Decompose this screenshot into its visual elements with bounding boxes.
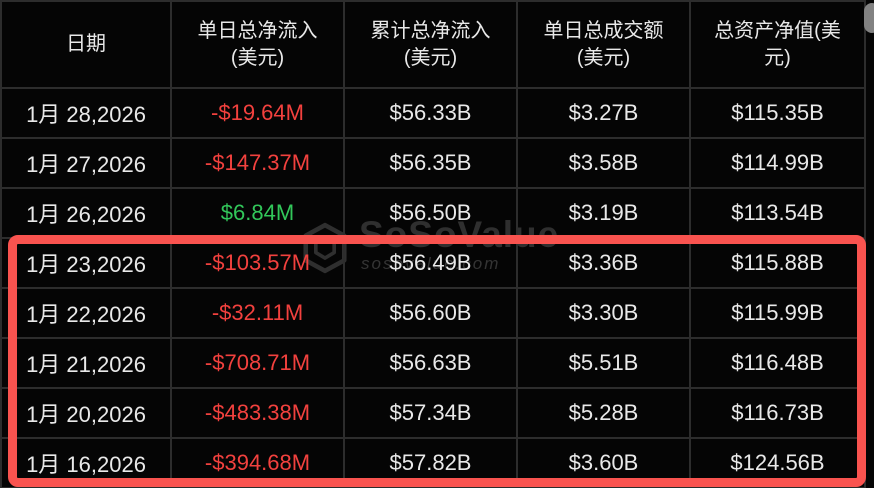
column-header-total-net-assets[interactable]: 总资产净值(美 元) <box>714 19 841 69</box>
total-net-assets-cell: $124.56B <box>730 450 825 475</box>
date-cell: 1月 28,2026 <box>2 89 172 137</box>
daily-net-inflow-cell: -$19.64M <box>172 89 345 137</box>
cumulative-net-inflow-cell: $57.82B <box>345 439 518 487</box>
total-net-assets-cell: $114.99B <box>731 150 824 175</box>
daily-net-inflow-cell: -$103.57M <box>172 239 345 287</box>
daily-volume-cell: $5.51B <box>518 339 691 387</box>
date-cell: 1月 21,2026 <box>2 339 172 387</box>
daily-net-inflow-cell: -$147.37M <box>172 139 345 187</box>
daily-volume-cell: $3.27B <box>518 89 691 137</box>
daily-volume-cell: $5.28B <box>518 389 691 437</box>
cumulative-net-inflow-cell: $56.35B <box>345 139 518 187</box>
date-cell: 1月 23,2026 <box>2 239 172 287</box>
date-cell: 1月 20,2026 <box>2 389 172 437</box>
daily-net-inflow-cell: -$394.68M <box>172 439 345 487</box>
cumulative-net-inflow-cell: $56.49B <box>345 239 518 287</box>
cumulative-net-inflow-cell: $56.33B <box>345 89 518 137</box>
daily-net-inflow-cell: $6.84M <box>172 189 345 237</box>
table-row[interactable]: 1月 28,2026 -$19.64M $56.33B $3.27B $115.… <box>2 89 864 139</box>
date-cell: 1月 26,2026 <box>2 189 172 237</box>
total-net-assets-cell: $116.73B <box>731 400 824 425</box>
table-row[interactable]: 1月 21,2026 -$708.71M $56.63B $5.51B $116… <box>2 339 864 389</box>
cumulative-net-inflow-cell: $57.34B <box>345 389 518 437</box>
daily-volume-cell: $3.36B <box>518 239 691 287</box>
daily-volume-cell: $3.60B <box>518 439 691 487</box>
table-row[interactable]: 1月 16,2026 -$394.68M $57.82B $3.60B $124… <box>2 439 864 488</box>
column-header-daily-volume[interactable]: 单日总成交额 (美元) <box>518 2 691 87</box>
table-row[interactable]: 1月 22,2026 -$32.11M $56.60B $3.30B $115.… <box>2 289 864 339</box>
table-row[interactable]: 1月 20,2026 -$483.38M $57.34B $5.28B $116… <box>2 389 864 439</box>
table-row[interactable]: 1月 23,2026 -$103.57M $56.49B $3.36B $115… <box>2 239 864 289</box>
total-net-assets-cell: $113.54B <box>731 200 824 225</box>
table-body: 1月 28,2026 -$19.64M $56.33B $3.27B $115.… <box>2 89 864 488</box>
table-row[interactable]: 1月 27,2026 -$147.37M $56.35B $3.58B $114… <box>2 139 864 189</box>
table-header-row: 日期 单日总净流入 (美元) 累计总净流入 (美元) 单日总成交额 (美元) 总资产净… <box>2 2 864 89</box>
cumulative-net-inflow-cell: $56.50B <box>345 189 518 237</box>
total-net-assets-cell: $116.48B <box>731 350 824 375</box>
daily-net-inflow-cell: -$708.71M <box>172 339 345 387</box>
daily-volume-cell: $3.19B <box>518 189 691 237</box>
total-net-assets-cell: $115.88B <box>731 250 824 275</box>
daily-volume-cell: $3.30B <box>518 289 691 337</box>
column-header-cumulative-net-inflow[interactable]: 累计总净流入 (美元) <box>345 2 518 87</box>
date-cell: 1月 27,2026 <box>2 139 172 187</box>
cumulative-net-inflow-cell: $56.60B <box>345 289 518 337</box>
column-header-daily-net-inflow[interactable]: 单日总净流入 (美元) <box>172 2 345 87</box>
table-row[interactable]: 1月 26,2026 $6.84M $56.50B $3.19B $113.54… <box>2 189 864 239</box>
daily-volume-cell: $3.58B <box>518 139 691 187</box>
date-cell: 1月 16,2026 <box>2 439 172 487</box>
total-net-assets-cell: $115.35B <box>731 100 824 125</box>
daily-net-inflow-cell: -$483.38M <box>172 389 345 437</box>
column-header-date[interactable]: 日期 <box>2 2 172 87</box>
daily-net-inflow-cell: -$32.11M <box>172 289 345 337</box>
date-cell: 1月 22,2026 <box>2 289 172 337</box>
total-net-assets-cell: $115.99B <box>731 300 824 325</box>
vertical-scrollbar-thumb[interactable] <box>864 3 874 33</box>
cumulative-net-inflow-cell: $56.63B <box>345 339 518 387</box>
